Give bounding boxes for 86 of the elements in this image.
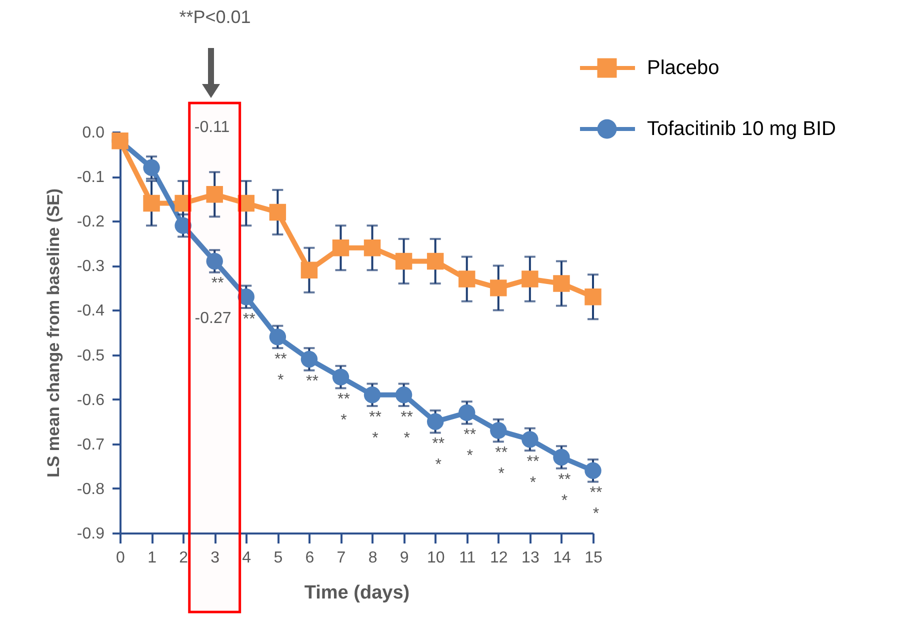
- x-tick-label: 12: [490, 550, 508, 566]
- point: [395, 386, 412, 404]
- annotation: -0.27: [194, 310, 232, 327]
- point: [426, 413, 444, 430]
- point: [553, 448, 570, 466]
- annotation: *: [435, 456, 442, 474]
- point: [300, 262, 318, 278]
- point: [584, 462, 602, 479]
- annotation: **: [338, 391, 350, 408]
- annotation: **: [526, 453, 540, 470]
- annotation: *: [278, 372, 284, 389]
- point: [490, 422, 507, 439]
- annotation: **: [464, 426, 476, 444]
- point: [584, 288, 602, 306]
- point: [238, 288, 254, 306]
- y-tick-label: -0.3: [76, 258, 105, 276]
- point: [426, 252, 444, 270]
- y-tick-label: -0.8: [76, 480, 105, 498]
- annotation: **: [306, 373, 318, 390]
- point: [238, 194, 254, 212]
- annotation: **: [274, 350, 287, 368]
- point: [553, 275, 570, 292]
- point: [458, 404, 476, 422]
- x-tick-label: 15: [584, 550, 602, 566]
- x-tick-label: 2: [179, 550, 188, 566]
- annotation: *: [340, 412, 347, 430]
- annotation: *: [561, 492, 568, 510]
- y-tick-label: 0.0: [82, 124, 105, 142]
- text: **P<0.01: [179, 7, 251, 27]
- point: [364, 386, 381, 404]
- point: [143, 194, 160, 212]
- y-tick-label: -0.1: [76, 169, 105, 186]
- annotation: **: [432, 436, 445, 453]
- point: [174, 217, 192, 234]
- y-tick-label: -0.7: [76, 436, 105, 454]
- x-tick-label: 3: [210, 550, 220, 566]
- y-tick-label: -0.6: [76, 392, 105, 409]
- point: [269, 328, 286, 346]
- point: [395, 252, 412, 270]
- y-tick-label: -0.4: [76, 302, 105, 320]
- x-tick-label: 4: [242, 550, 252, 566]
- y-tick-label: -0.5: [76, 347, 105, 364]
- point: [364, 239, 381, 256]
- annotation: **: [400, 408, 414, 426]
- point: [522, 270, 538, 288]
- x-tick-label: 7: [336, 550, 346, 566]
- x-tick-label: 13: [522, 550, 540, 566]
- x-tick-label: 0: [116, 550, 126, 566]
- annotation: *: [498, 466, 505, 483]
- x-tick-label: 6: [305, 550, 314, 566]
- annotation: *: [530, 474, 536, 492]
- x-tick-label: 9: [400, 550, 409, 566]
- x-tick-label: 5: [274, 550, 283, 566]
- y-axis-title: LS mean change from baseline (SE): [44, 188, 63, 478]
- x-tick-label: 8: [368, 550, 378, 566]
- point: [206, 252, 223, 270]
- legend-label: Tofacitinib 10 mg BID: [647, 118, 836, 140]
- annotation: **: [369, 408, 382, 426]
- annotation: **: [211, 275, 224, 292]
- x-axis-title: Time (days): [304, 582, 410, 604]
- annotation: **: [558, 471, 571, 488]
- point: [332, 239, 350, 256]
- point: [143, 159, 160, 176]
- annotation: **: [590, 484, 602, 502]
- point: [174, 194, 192, 212]
- annotation: **: [242, 310, 256, 328]
- annotation: *: [466, 448, 473, 465]
- annotation: -0.11: [194, 119, 230, 136]
- y-tick-label: -0.9: [76, 526, 105, 542]
- point: [300, 350, 318, 368]
- legend-label: Placebo: [647, 57, 720, 79]
- x-tick-label: 1: [148, 550, 157, 566]
- x-tick-label: 11: [459, 550, 476, 566]
- x-tick-label: 10: [426, 550, 445, 566]
- point: [332, 368, 350, 386]
- x-tick-label: 14: [553, 550, 571, 566]
- point: [458, 270, 476, 288]
- y-tick-label: -0.2: [76, 214, 105, 231]
- annotation: *: [404, 430, 410, 447]
- point: [269, 204, 286, 221]
- point: [490, 280, 507, 296]
- point: [522, 431, 538, 448]
- annotation: **: [495, 444, 508, 462]
- annotation: *: [372, 430, 378, 447]
- point: [206, 186, 223, 203]
- annotation: *: [592, 506, 600, 523]
